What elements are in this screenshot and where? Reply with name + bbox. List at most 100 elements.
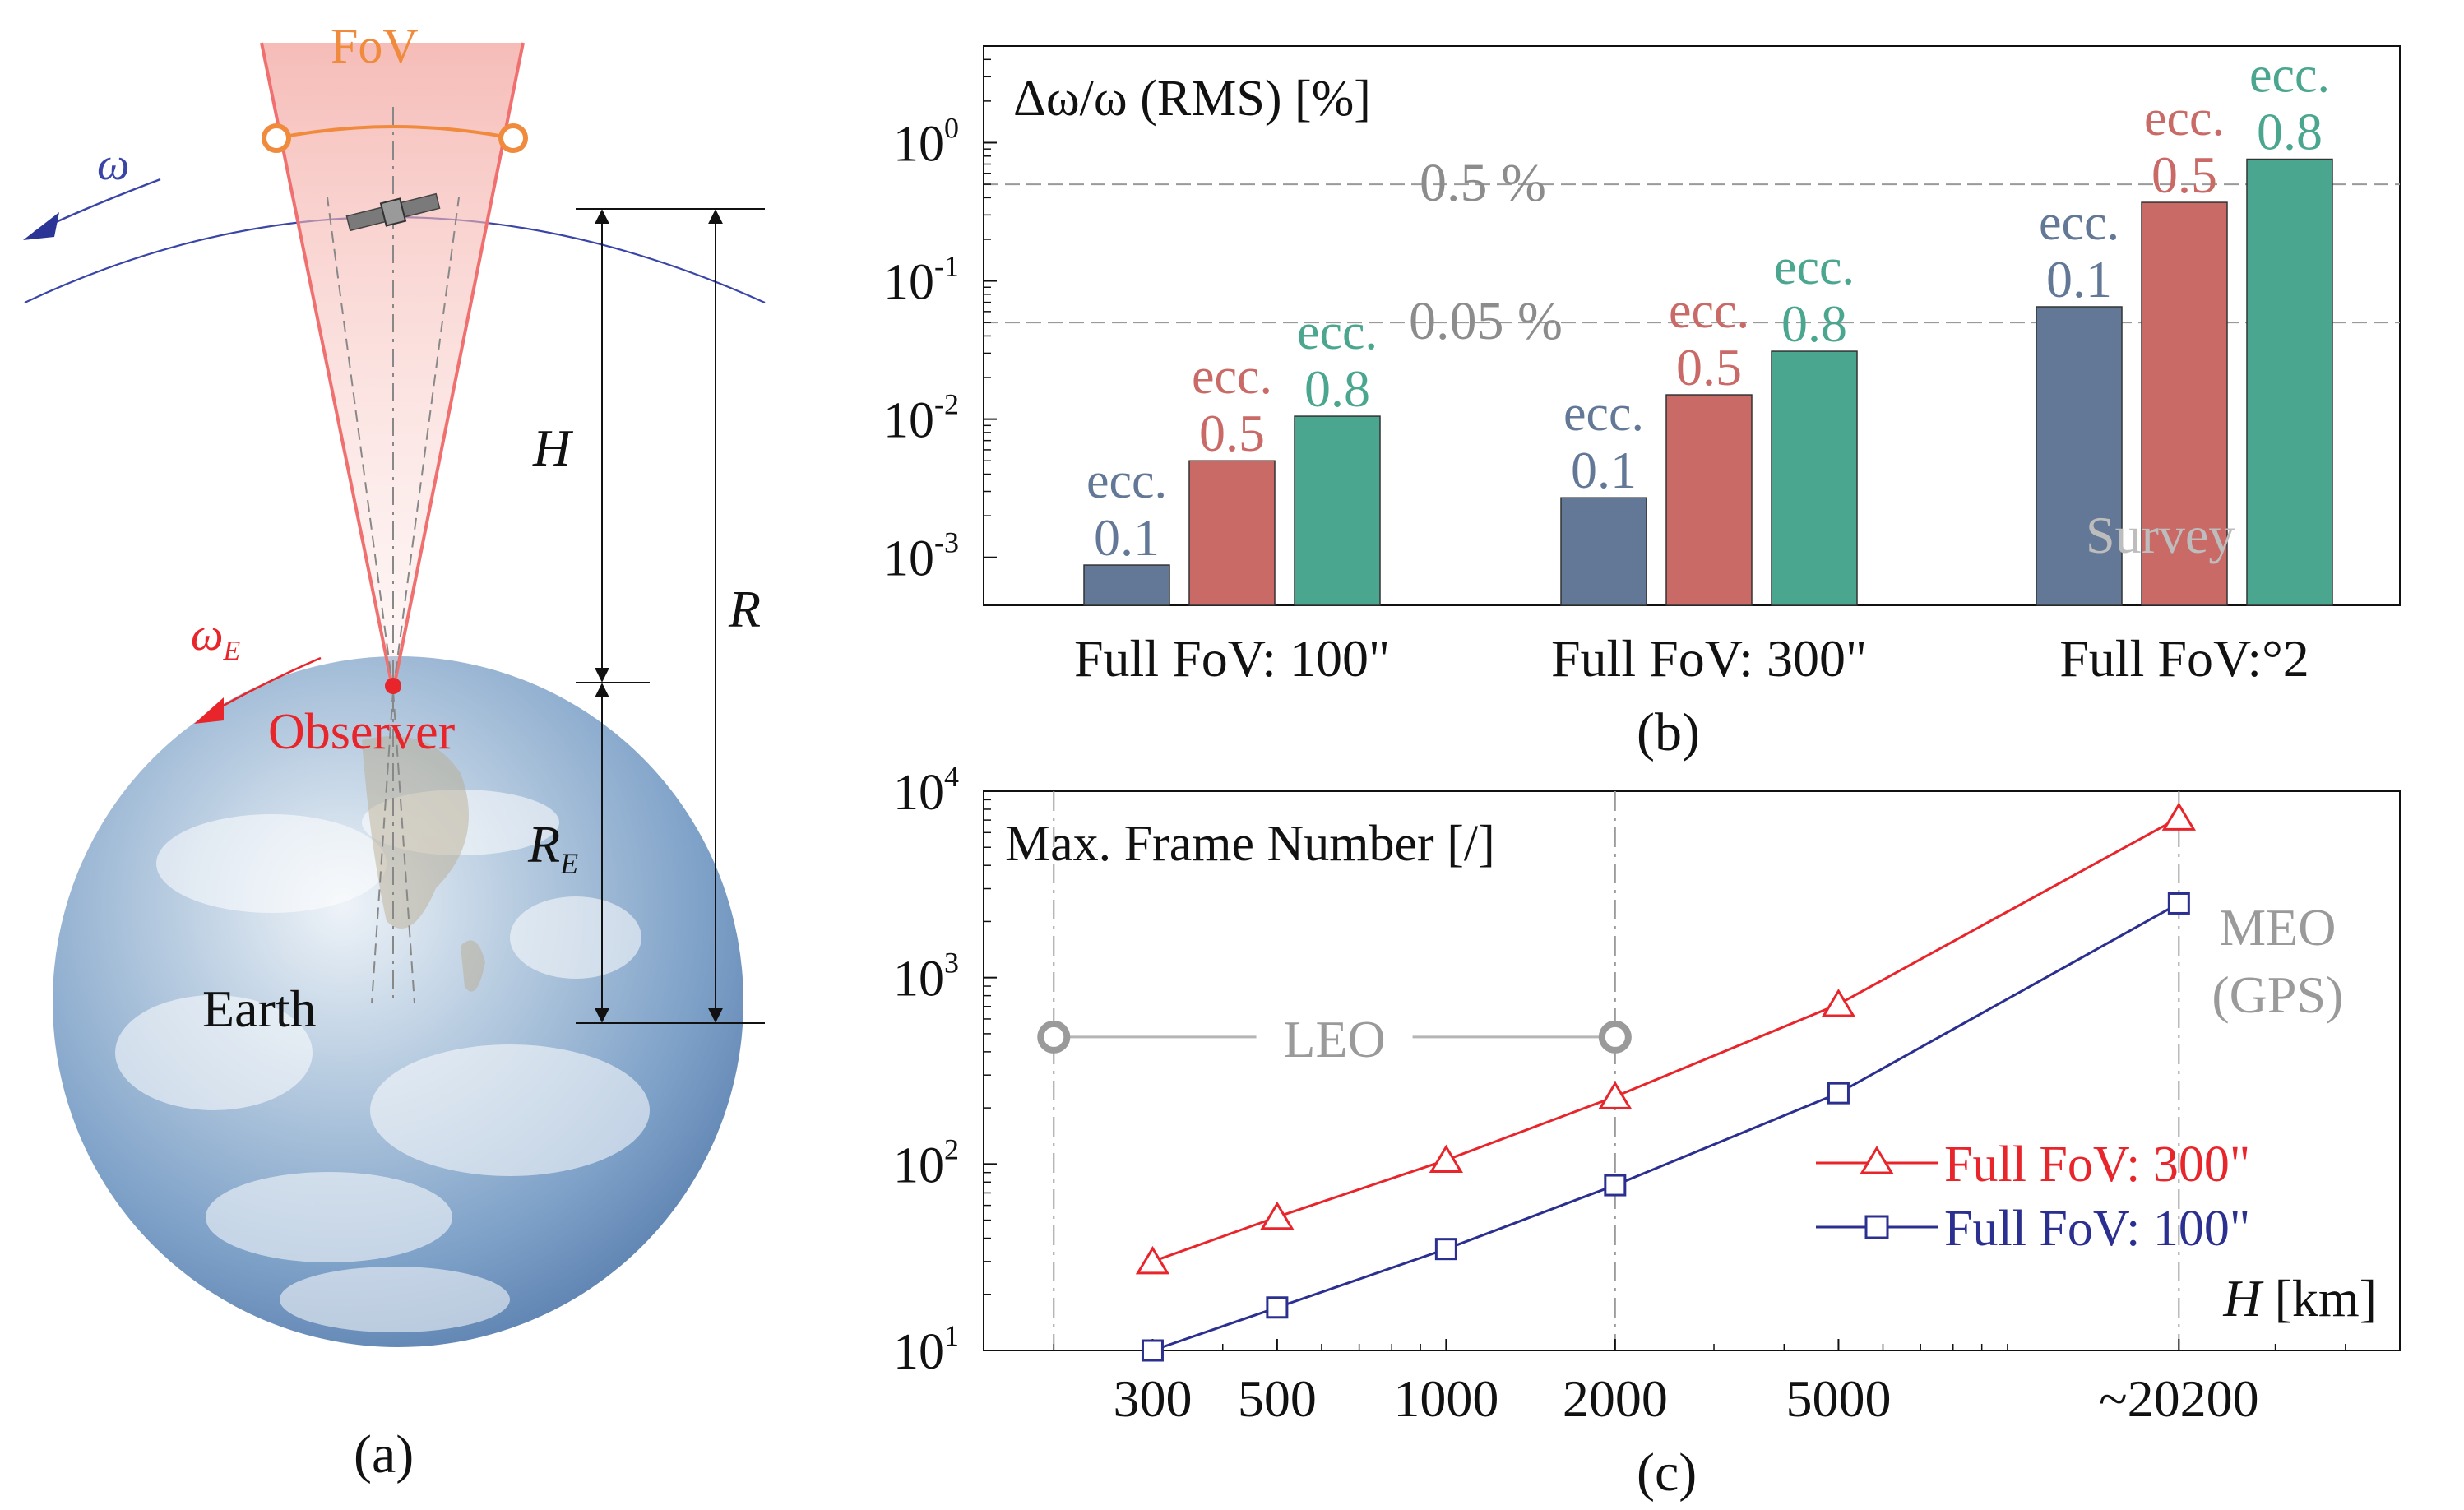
- omega-e-subscript: E: [223, 636, 241, 666]
- bar: [1771, 350, 1858, 606]
- fov-dash-right-low: [392, 690, 415, 1004]
- series-line: [1151, 817, 2180, 1263]
- chart-b-reference-lines: 0.5 % 0.05 %: [984, 153, 2400, 351]
- fov-edge-right: [391, 42, 525, 692]
- chart-b-title: Δω/ω (RMS) [%]: [1013, 71, 1371, 127]
- leo-range-endpoint: [1037, 1020, 1071, 1054]
- legend-label-300: Full FoV: 300": [1944, 1137, 2250, 1193]
- y-tick-label: 104: [893, 760, 959, 821]
- data-point-triangle: [1260, 1201, 1295, 1230]
- data-point-square: [1266, 1296, 1289, 1319]
- chart-c-legend: Full FoV: 300" Full FoV: 100": [1816, 1137, 2250, 1257]
- bar-value-label: 0.1: [1571, 441, 1637, 499]
- y-tick-exponent: 0: [944, 111, 959, 144]
- y-tick-base: 10: [893, 116, 944, 172]
- bar: [1294, 415, 1381, 606]
- panel-a: ω Earth FoV: [23, 19, 766, 1485]
- bar-value-label: 0.8: [1304, 359, 1370, 418]
- y-tick-exponent: -3: [934, 526, 959, 559]
- y-tick-exponent: 4: [944, 760, 959, 793]
- earth-land: [362, 736, 485, 992]
- chart-c-xlabel-unit: [km]: [2262, 1269, 2377, 1327]
- chart-c-title: Max. Frame Number [/]: [1005, 816, 1495, 872]
- y-tick-base: 10: [883, 255, 934, 311]
- legend-triangle-marker: [1860, 1146, 1894, 1174]
- bar-ecc-label: ecc.: [1192, 349, 1272, 405]
- x-tick-label: 2000: [1563, 1369, 1668, 1428]
- omega-e-arrow-head: [194, 697, 224, 724]
- bar-ecc-label: ecc.: [2249, 48, 2330, 104]
- fov-dash-right: [392, 197, 460, 692]
- bar-ecc-label: ecc.: [2039, 195, 2119, 251]
- y-tick-base: 10: [893, 1324, 944, 1380]
- leo-range-endpoint: [1598, 1020, 1632, 1054]
- x-tick-label: 300: [1113, 1369, 1192, 1428]
- re-subscript: E: [559, 847, 578, 880]
- data-point-triangle: [1135, 1245, 1170, 1275]
- data-point-square: [1434, 1238, 1457, 1261]
- bar-ecc-label: ecc.: [1086, 453, 1167, 509]
- y-tick-base: 10: [893, 1137, 944, 1193]
- data-point-triangle: [2161, 802, 2196, 831]
- y-tick-exponent: 1: [944, 1319, 959, 1352]
- omega-arrow-head: [23, 212, 59, 240]
- bar-value-label: 0.5: [2151, 146, 2217, 204]
- panel-c-label: (c): [1637, 1443, 1697, 1503]
- omega-e-label: ωE: [191, 609, 241, 666]
- bar-ecc-label: ecc.: [2144, 90, 2225, 146]
- y-tick-label: 10-2: [883, 388, 959, 449]
- y-tick-exponent: -1: [934, 250, 959, 283]
- chart-b-survey-annotation: Survey: [2086, 506, 2235, 564]
- bar-value-label: 0.8: [1781, 294, 1847, 353]
- chart-c-vertical-guides: [1053, 791, 2180, 1350]
- y-tick-label: 102: [893, 1132, 959, 1193]
- chart-c-series: [1135, 802, 2196, 1362]
- bar: [1188, 460, 1276, 606]
- y-tick-label: 10-3: [883, 526, 959, 587]
- data-point-square: [1604, 1174, 1627, 1197]
- y-tick-exponent: 2: [944, 1132, 959, 1165]
- bar-value-label: 0.5: [1676, 338, 1742, 396]
- y-tick-base: 10: [893, 952, 944, 1007]
- panel-b-label: (b): [1637, 702, 1700, 762]
- bar: [1083, 564, 1170, 606]
- bar-value-label: 0.1: [2046, 250, 2112, 308]
- omega-label: ω: [97, 139, 130, 190]
- category-label: Full FoV:°2: [2059, 629, 2309, 688]
- series-line: [1151, 902, 2180, 1352]
- bar-ecc-label: ecc.: [1563, 386, 1644, 442]
- fov-dash-left-low: [371, 690, 394, 1004]
- x-tick-label: 1000: [1393, 1369, 1498, 1428]
- bar: [2141, 201, 2228, 606]
- y-tick-label: 100: [893, 111, 959, 172]
- satellite-icon: [345, 192, 441, 232]
- data-point-square: [1141, 1339, 1164, 1362]
- h-label: H: [532, 419, 574, 477]
- r-label: R: [728, 580, 761, 638]
- fov-marker-left: [262, 123, 291, 153]
- chart-b-categories: Full FoV: 100" Full FoV: 300" Full FoV:°2: [1074, 629, 2309, 688]
- panel-a-label: (a): [354, 1424, 414, 1485]
- leo-label: LEO: [1283, 1010, 1385, 1068]
- data-point-square: [1827, 1082, 1850, 1105]
- y-tick-label: 10-1: [883, 250, 959, 311]
- y-tick-base: 10: [883, 393, 934, 449]
- leo-label-bg: [1256, 1003, 1413, 1070]
- x-tick-label: 500: [1238, 1369, 1317, 1428]
- y-tick-exponent: 3: [944, 947, 959, 980]
- legend-label-100: Full FoV: 100": [1944, 1201, 2250, 1257]
- observer-label: Observer: [268, 704, 456, 760]
- fov-marker-right: [498, 123, 528, 153]
- fov-dash-left: [327, 197, 394, 692]
- x-tick-label: ~20200: [2099, 1369, 2259, 1428]
- category-label: Full FoV: 100": [1074, 629, 1390, 688]
- bar-ecc-label: ecc.: [1297, 304, 1378, 360]
- bar-ecc-label: ecc.: [1669, 283, 1749, 339]
- x-tick-label: 5000: [1785, 1369, 1891, 1428]
